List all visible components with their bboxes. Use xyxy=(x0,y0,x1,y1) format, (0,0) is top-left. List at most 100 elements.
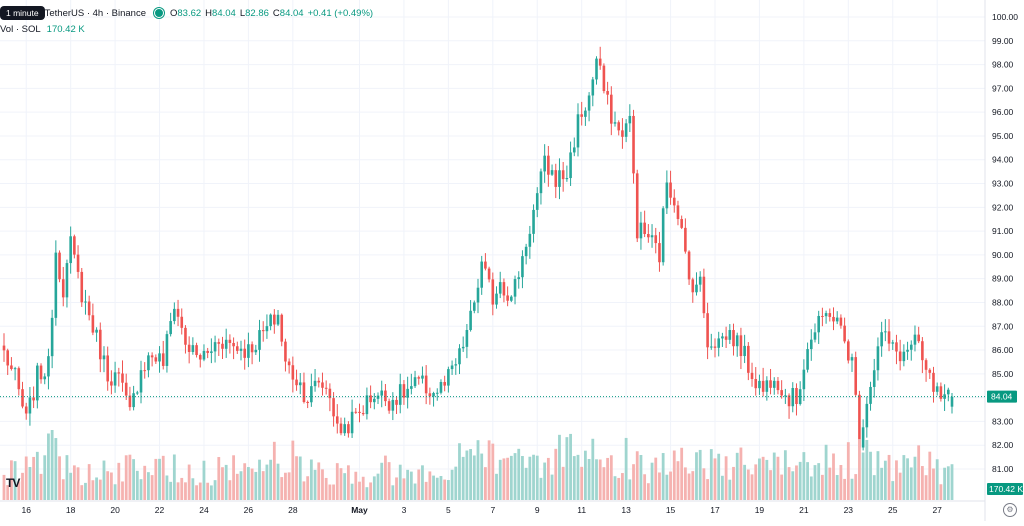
candle-body xyxy=(265,326,269,332)
candle-body xyxy=(458,348,461,365)
volume-bar xyxy=(247,467,250,500)
volume-bar xyxy=(650,462,654,500)
volume-bar xyxy=(50,430,54,500)
candle-body xyxy=(850,357,854,361)
candle-body xyxy=(939,386,943,399)
market-status-dot xyxy=(154,8,164,18)
volume-bar xyxy=(47,433,50,500)
candle-body xyxy=(828,313,832,317)
candle-body xyxy=(43,376,47,380)
volume-bar xyxy=(776,456,780,500)
candle-body xyxy=(709,346,713,348)
candle-body xyxy=(943,394,946,399)
volume-bar xyxy=(861,452,865,500)
candle-body xyxy=(187,344,191,352)
candle-body xyxy=(869,386,872,404)
candle-body xyxy=(310,386,313,403)
candle-body xyxy=(124,382,128,396)
candle-body xyxy=(798,389,802,405)
volume-bar xyxy=(335,463,339,500)
volume-bar xyxy=(184,482,187,500)
volume-bar xyxy=(143,465,147,500)
candle-body xyxy=(665,182,669,209)
candle-body xyxy=(202,350,206,360)
candle-body xyxy=(39,365,43,380)
volume-bar xyxy=(280,477,284,500)
candle-body xyxy=(695,284,698,293)
candle-body xyxy=(639,222,643,239)
candle-body xyxy=(417,377,421,379)
price-tick-label: 81.00 xyxy=(992,464,1014,474)
candle-body xyxy=(139,370,143,393)
volume-bar xyxy=(302,481,306,500)
candle-body xyxy=(806,349,809,370)
candle-body xyxy=(98,329,102,360)
candle-body xyxy=(861,427,865,448)
candle-body xyxy=(691,279,695,293)
candle-body xyxy=(321,382,324,388)
price-tick-label: 100.00 xyxy=(992,12,1018,22)
candle-body xyxy=(784,395,787,397)
candle-body xyxy=(880,332,883,347)
candle-body xyxy=(76,254,80,272)
candle-body xyxy=(273,314,276,325)
volume-bar xyxy=(532,454,535,500)
volume-bar xyxy=(817,463,821,500)
candle-body xyxy=(17,368,21,390)
candle-body xyxy=(413,377,417,387)
volume-bar xyxy=(484,467,487,500)
candle-body xyxy=(576,114,580,148)
candle-body xyxy=(369,395,372,403)
volume-bar xyxy=(21,472,24,500)
volume-bar xyxy=(528,456,532,500)
volume-bar xyxy=(658,472,661,500)
tradingview-logo-icon[interactable]: TV xyxy=(6,476,20,490)
candle-body xyxy=(424,375,428,394)
volume-label[interactable]: Vol · SOL xyxy=(0,24,41,35)
volume-bar xyxy=(769,470,772,500)
volume-bar xyxy=(221,467,224,500)
volume-bar xyxy=(321,469,324,500)
candle-body xyxy=(439,381,443,393)
volume-bar xyxy=(932,468,935,500)
candle-body xyxy=(895,342,898,352)
candle-body xyxy=(165,334,169,366)
time-tick-label: 19 xyxy=(755,505,765,515)
volume-bar xyxy=(387,462,391,500)
candle-body xyxy=(628,115,632,124)
volume-bar xyxy=(783,450,787,500)
volume-bar xyxy=(32,456,36,500)
volume-bar xyxy=(398,464,402,500)
volume-bar xyxy=(365,487,369,500)
volume-bar xyxy=(72,465,76,500)
volume-bar xyxy=(187,464,191,500)
volume-bar xyxy=(487,440,491,500)
candle-body xyxy=(913,334,917,345)
volume-bar xyxy=(121,481,124,500)
candle-body xyxy=(110,381,113,386)
volume-bar xyxy=(754,464,758,500)
candle-body xyxy=(358,411,361,414)
time-tick-label: 16 xyxy=(21,505,31,515)
symbol-title[interactable]: TetherUS · 4h · Binance xyxy=(44,7,146,19)
candle-body xyxy=(750,372,754,380)
candle-body xyxy=(632,115,635,174)
volume-bar xyxy=(724,456,728,500)
volume-bar xyxy=(743,464,747,500)
candle-body xyxy=(854,357,858,395)
candle-body xyxy=(13,368,17,370)
candle-body xyxy=(772,380,776,388)
candle-body xyxy=(58,252,61,280)
candle-body xyxy=(932,372,935,392)
volume-bar xyxy=(624,437,628,500)
volume-bar xyxy=(476,440,480,500)
candle-body xyxy=(258,330,261,350)
candle-body xyxy=(387,401,391,411)
candle-body xyxy=(495,293,498,305)
candle-body xyxy=(898,351,902,362)
volume-bar xyxy=(728,479,732,500)
settings-icon[interactable]: ⚙ xyxy=(1003,503,1017,517)
ohlc-low: L82.86 xyxy=(239,7,269,19)
